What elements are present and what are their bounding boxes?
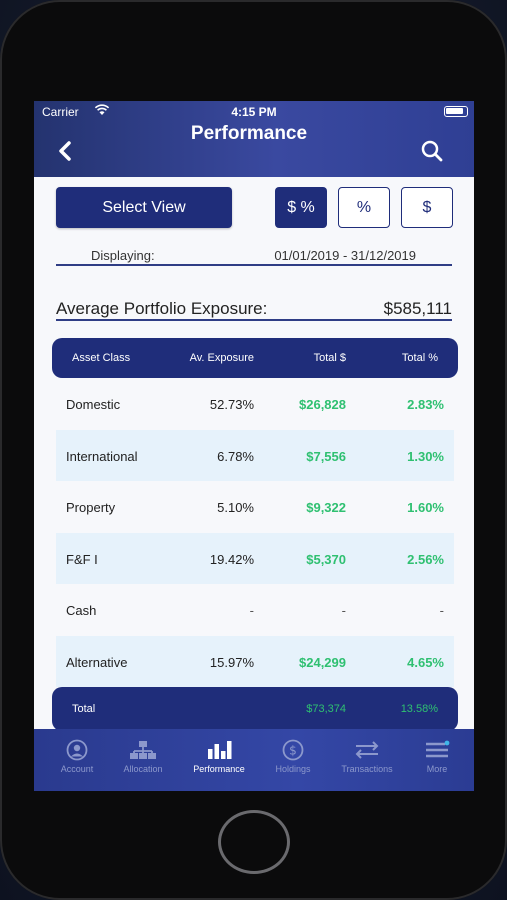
account-icon: [66, 739, 88, 761]
tab-account[interactable]: Account: [40, 729, 114, 791]
nav-header: Carrier 4:15 PM Performance: [34, 101, 474, 177]
battery-icon: [444, 106, 468, 117]
toggle-dollar[interactable]: $: [401, 187, 453, 228]
exposure-label: Average Portfolio Exposure:: [56, 299, 268, 318]
date-range-row[interactable]: Displaying: 01/01/2019 - 31/12/2019: [56, 246, 452, 266]
asset-class-cell: Property: [66, 500, 116, 515]
table-row[interactable]: F&F I 19.42% $5,370 2.56%: [56, 532, 454, 584]
toggle-dollar-percent[interactable]: $ %: [275, 187, 327, 228]
performance-content: Select View $ % % $ Displaying: 01/01/20…: [34, 177, 474, 729]
tab-label: Allocation: [123, 764, 163, 774]
asset-class-cell: F&F I: [66, 551, 98, 567]
status-time: 4:15 PM: [231, 105, 277, 119]
date-range-value: 01/01/2019 - 31/12/2019: [274, 248, 416, 263]
table-row[interactable]: Property 5.10% $9,322 1.60%: [56, 481, 454, 533]
wifi-icon: [94, 104, 110, 119]
exposure-cell: 6.78%: [217, 448, 254, 464]
exposure-cell: 19.42%: [209, 551, 254, 567]
tab-label: More: [426, 764, 448, 774]
total-percent-value: 13.58%: [400, 703, 438, 715]
header-total-dollar: Total $: [313, 352, 346, 364]
bottom-tab-bar: Account Allocation Performance $ Holding…: [34, 729, 474, 791]
total-dollar-cell: $24,299: [299, 654, 346, 670]
total-label: Total: [72, 703, 96, 715]
tab-label: Transactions: [341, 764, 393, 774]
tab-label: Account: [60, 764, 94, 774]
total-percent-cell: -: [439, 603, 444, 618]
chevron-left-icon[interactable]: [54, 139, 78, 163]
header-asset-class: Asset Class: [72, 352, 131, 364]
asset-class-cell: Cash: [66, 603, 97, 618]
asset-class-cell: Alternative: [66, 654, 128, 670]
total-percent-cell: 1.30%: [407, 448, 444, 464]
toggle-percent[interactable]: %: [338, 187, 390, 228]
table-row[interactable]: International 6.78% $7,556 1.30%: [56, 429, 454, 481]
exposure-cell: -: [249, 603, 254, 618]
carrier-label: Carrier: [42, 105, 79, 119]
asset-class-cell: International: [66, 448, 138, 464]
portfolio-exposure-row: Average Portfolio Exposure: $585,111: [56, 299, 452, 321]
total-dollar-cell: $5,370: [306, 551, 346, 567]
tab-transactions[interactable]: Transactions: [330, 729, 404, 791]
page-title: Performance: [190, 123, 308, 144]
tab-allocation[interactable]: Allocation: [106, 729, 180, 791]
transactions-icon: [355, 741, 379, 759]
allocation-icon: [130, 741, 156, 759]
performance-icon: [208, 741, 232, 759]
table-row[interactable]: Domestic 52.73% $26,828 2.83%: [56, 378, 454, 430]
app-screen: Carrier 4:15 PM Performance Select View …: [34, 101, 474, 791]
header-total-percent: Total %: [401, 352, 438, 364]
tab-label: Holdings: [275, 764, 311, 774]
more-icon: [426, 740, 450, 758]
exposure-cell: 5.10%: [217, 500, 254, 515]
tab-more[interactable]: More: [400, 729, 474, 791]
header-av-exposure: Av. Exposure: [189, 352, 254, 364]
exposure-cell: 15.97%: [209, 654, 254, 670]
total-percent-cell: 2.83%: [407, 397, 444, 412]
total-dollar-value: $73,374: [306, 703, 346, 715]
total-percent-cell: 2.56%: [407, 551, 444, 567]
asset-class-table: Asset Class Av. Exposure Total $ Total %…: [52, 338, 458, 729]
total-dollar-cell: $7,556: [306, 448, 346, 464]
tab-holdings[interactable]: $ Holdings: [256, 729, 330, 791]
holdings-icon: $: [282, 739, 304, 761]
select-view-button[interactable]: Select View: [56, 187, 232, 228]
total-dollar-cell: $9,322: [306, 500, 346, 515]
total-dollar-cell: -: [341, 603, 346, 618]
table-header: Asset Class Av. Exposure Total $ Total %: [52, 338, 458, 378]
total-percent-cell: 4.65%: [407, 654, 444, 670]
asset-class-cell: Domestic: [66, 397, 121, 412]
home-button[interactable]: [218, 810, 290, 874]
exposure-cell: 52.73%: [209, 397, 254, 412]
svg-text:$: $: [289, 744, 297, 758]
tab-label: Performance: [193, 764, 245, 774]
tab-performance[interactable]: Performance: [182, 729, 256, 791]
status-bar: Carrier 4:15 PM: [34, 103, 474, 121]
displaying-label: Displaying:: [91, 248, 155, 263]
table-total-row: Total $73,374 13.58%: [52, 687, 458, 729]
total-percent-cell: 1.60%: [407, 500, 444, 515]
table-row[interactable]: Alternative 15.97% $24,299 4.65%: [56, 635, 454, 687]
total-dollar-cell: $26,828: [299, 397, 346, 412]
exposure-value: $585,111: [383, 299, 452, 318]
table-row[interactable]: Cash - - -: [56, 584, 454, 636]
search-icon[interactable]: [420, 139, 444, 163]
